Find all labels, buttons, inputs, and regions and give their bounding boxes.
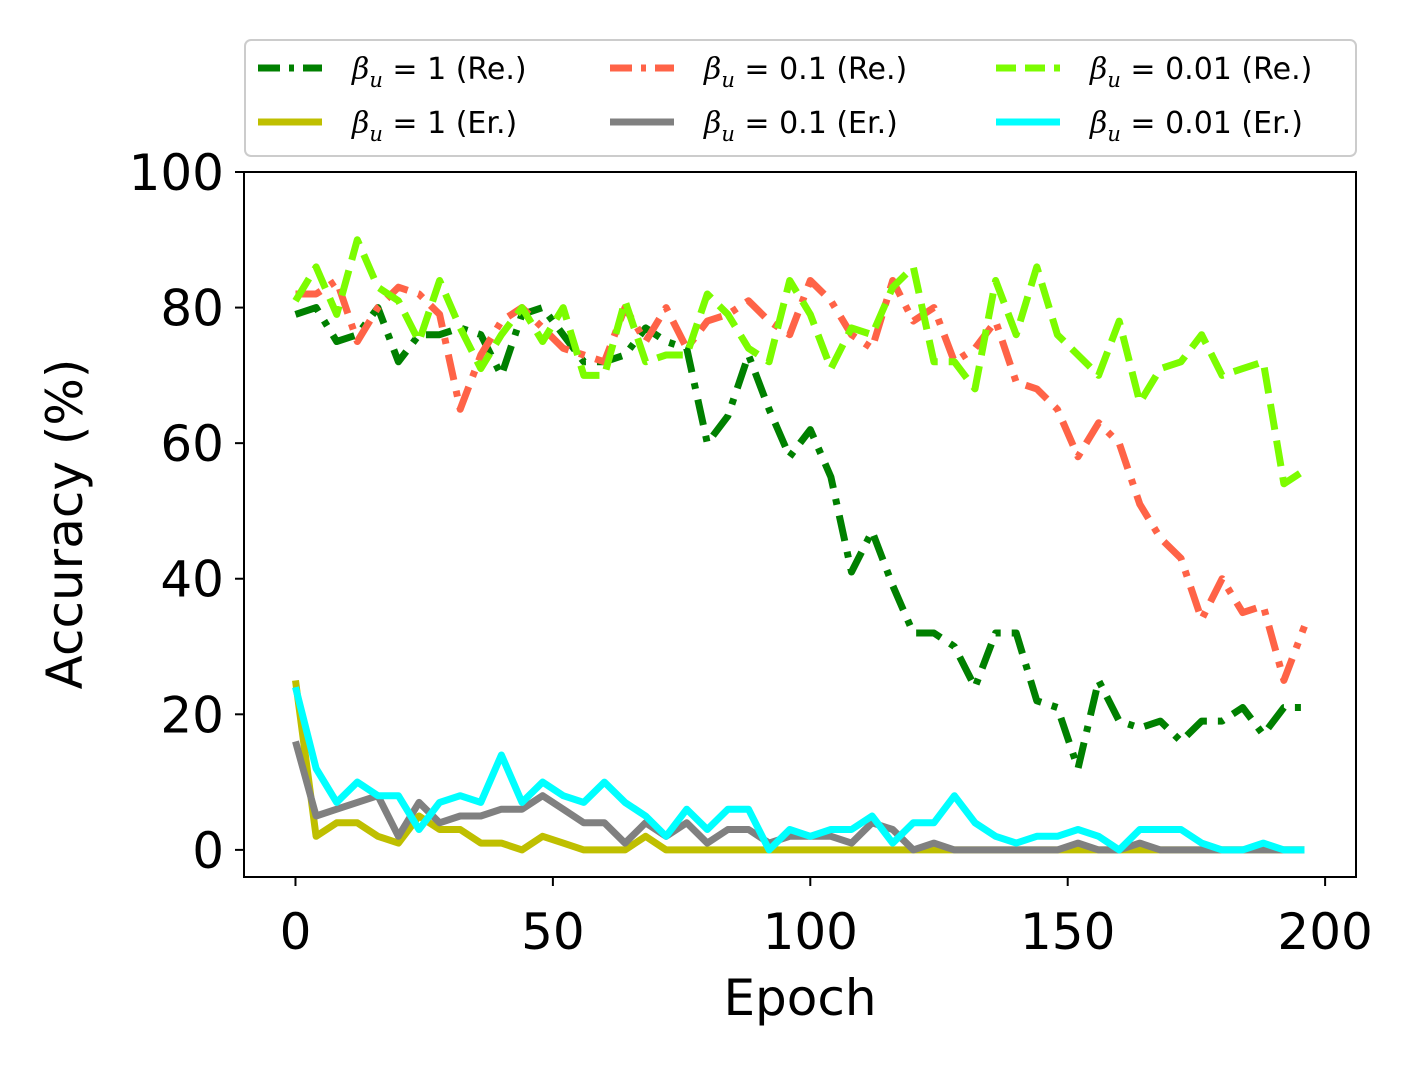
plot-frame [243, 171, 1357, 878]
ticks-layer: 0 50 100 150 200 0 20 40 60 80 100 [129, 144, 1373, 961]
legend-subscript: u [721, 122, 735, 146]
x-tick-label: 100 [763, 903, 858, 961]
series-line-2 [292, 679, 1305, 854]
series-line-6 [292, 686, 1305, 854]
legend-frame [244, 39, 1357, 157]
x-tick-label: 150 [1020, 903, 1115, 961]
legend-symbol: β [1089, 106, 1107, 141]
legend-label-5: βu = 0.01 (Re.) [1089, 52, 1312, 92]
legend-text: = 0.1 (Er.) [735, 106, 898, 141]
legend-symbol: β [351, 52, 369, 87]
legend-text: = 1 (Er.) [383, 106, 517, 141]
y-tick-label: 20 [160, 686, 224, 744]
x-axis-label: Epoch [723, 969, 876, 1027]
series-line-5 [292, 236, 1307, 488]
legend-subscript: u [721, 68, 735, 92]
legend-subscript: u [369, 122, 383, 146]
legend: βu = 1 (Re.)βu = 1 (Er.)βu = 0.1 (Re.)βu… [244, 39, 1357, 157]
legend-label-2: βu = 1 (Er.) [351, 106, 517, 146]
x-tick-label: 200 [1277, 903, 1372, 961]
legend-subscript: u [1107, 68, 1121, 92]
y-tick-label: 40 [160, 551, 224, 609]
legend-symbol: β [703, 52, 721, 87]
legend-symbol: β [351, 106, 369, 141]
legend-subscript: u [1107, 122, 1121, 146]
legend-label-4: βu = 0.1 (Er.) [703, 106, 898, 146]
legend-text: = 0.01 (Er.) [1121, 106, 1303, 141]
y-tick-label: 60 [160, 415, 224, 473]
legend-label-6: βu = 0.01 (Er.) [1089, 106, 1303, 146]
y-tick-label: 0 [192, 822, 224, 880]
legend-text: = 0.01 (Re.) [1121, 52, 1312, 87]
legend-label-3: βu = 0.1 (Re.) [703, 52, 907, 92]
legend-text: = 0.1 (Re.) [735, 52, 907, 87]
series-line-3 [295, 277, 1308, 684]
y-tick-label: 80 [160, 280, 224, 338]
y-tick-label: 100 [129, 144, 224, 202]
legend-symbol: β [703, 106, 721, 141]
legend-subscript: u [369, 68, 383, 92]
x-tick-label: 0 [280, 903, 312, 961]
legend-label-1: βu = 1 (Re.) [351, 52, 527, 92]
x-tick-label: 50 [521, 903, 585, 961]
legend-symbol: β [1089, 52, 1107, 87]
y-axis-label: Accuracy (%) [36, 359, 94, 690]
legend-text: = 1 (Re.) [383, 52, 527, 87]
series-layer [292, 236, 1308, 854]
